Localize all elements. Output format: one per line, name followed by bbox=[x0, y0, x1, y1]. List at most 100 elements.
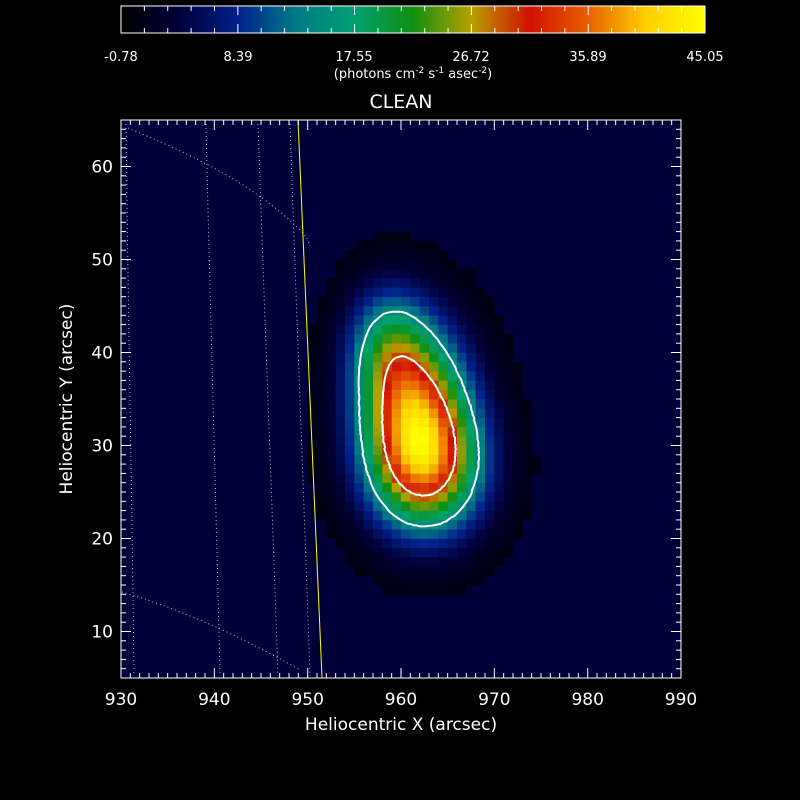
heatmap-pixel bbox=[382, 343, 392, 353]
heatmap-pixel bbox=[438, 399, 448, 409]
heatmap-pixel bbox=[345, 557, 355, 567]
heatmap-pixel bbox=[363, 454, 374, 465]
heatmap-pixel bbox=[457, 287, 467, 297]
heatmap-pixel bbox=[373, 296, 383, 307]
heatmap-pixel bbox=[335, 482, 346, 493]
heatmap-pixel bbox=[447, 361, 458, 372]
heatmap-pixel bbox=[494, 399, 504, 409]
heatmap-pixel bbox=[419, 557, 430, 567]
heatmap-pixel bbox=[326, 296, 336, 307]
heatmap-pixel bbox=[345, 473, 355, 483]
heatmap-pixel bbox=[457, 278, 467, 288]
heatmap-pixel bbox=[373, 278, 383, 288]
heatmap-pixel bbox=[382, 492, 392, 502]
heatmap-pixel bbox=[457, 399, 467, 409]
heatmap-pixel bbox=[419, 538, 430, 549]
heatmap-pixel bbox=[363, 510, 374, 521]
heatmap-pixel bbox=[401, 529, 411, 539]
heatmap-pixel bbox=[457, 585, 467, 595]
heatmap-pixel bbox=[382, 482, 392, 493]
y-tick-label: 60 bbox=[91, 158, 113, 178]
heatmap-pixel bbox=[373, 324, 383, 335]
heatmap-pixel bbox=[410, 306, 420, 316]
heatmap-pixel bbox=[485, 296, 495, 307]
heatmap-pixel bbox=[475, 464, 486, 474]
heatmap-pixel bbox=[438, 585, 448, 595]
heatmap-pixel bbox=[494, 501, 504, 511]
heatmap-pixel bbox=[363, 240, 374, 251]
heatmap-pixel bbox=[401, 585, 411, 595]
heatmap-pixel bbox=[410, 250, 420, 260]
heatmap-pixel bbox=[373, 501, 383, 511]
heatmap-pixel bbox=[410, 547, 420, 558]
heatmap-pixel bbox=[391, 361, 402, 372]
heatmap-pixel bbox=[429, 324, 439, 335]
colorbar-ticks bbox=[120, 6, 706, 33]
heatmap-pixel bbox=[401, 519, 411, 530]
heatmap-pixel bbox=[382, 380, 392, 390]
heatmap-pixel bbox=[522, 464, 532, 474]
heatmap-pixel bbox=[373, 371, 383, 381]
heatmap-pixel bbox=[401, 482, 411, 493]
heatmap-pixel bbox=[503, 389, 514, 400]
heatmap-pixel bbox=[391, 464, 402, 474]
heatmap-pixel bbox=[373, 333, 383, 344]
heatmap-pixel bbox=[419, 389, 430, 400]
heatmap-pixel bbox=[410, 371, 420, 381]
heatmap-pixel bbox=[438, 519, 448, 530]
heatmap-pixel bbox=[466, 352, 476, 363]
heatmap-pixel bbox=[410, 557, 420, 567]
heatmap-pixel bbox=[475, 557, 486, 567]
heatmap-pixel bbox=[354, 343, 364, 353]
heatmap-pixel bbox=[335, 324, 346, 335]
heatmap-pixel bbox=[410, 333, 420, 344]
heatmap-pixel bbox=[391, 250, 402, 260]
heatmap-pixel bbox=[447, 547, 458, 558]
heatmap-pixel bbox=[317, 482, 327, 493]
heatmap-pixel bbox=[373, 361, 383, 372]
heatmap-pixel bbox=[382, 296, 392, 307]
heatmap-pixel bbox=[382, 417, 392, 428]
heatmap-pixel bbox=[410, 259, 420, 270]
heatmap-pixel bbox=[457, 575, 467, 586]
heatmap-pixel bbox=[373, 538, 383, 549]
heatmap-pixel bbox=[438, 529, 448, 539]
heatmap-pixel bbox=[466, 399, 476, 409]
heatmap-pixel bbox=[466, 519, 476, 530]
heatmap-pixel bbox=[345, 547, 355, 558]
heatmap-pixel bbox=[391, 324, 402, 335]
heatmap-pixel bbox=[363, 408, 374, 418]
heatmap-pixel bbox=[335, 417, 346, 428]
heatmap-pixel bbox=[410, 296, 420, 307]
heatmap-pixel bbox=[503, 482, 514, 493]
heatmap-pixel bbox=[419, 278, 430, 288]
heatmap-pixel bbox=[335, 343, 346, 353]
heatmap-pixel bbox=[438, 287, 448, 297]
heatmap-pixel bbox=[373, 510, 383, 521]
heatmap-pixel bbox=[326, 389, 336, 400]
heatmap-pixel bbox=[485, 417, 495, 428]
heatmap-pixel bbox=[475, 389, 486, 400]
heatmap-pixel bbox=[457, 343, 467, 353]
heatmap-pixel bbox=[391, 231, 402, 242]
heatmap-pixel bbox=[317, 352, 327, 363]
heatmap-pixel bbox=[475, 399, 486, 409]
heatmap-pixel bbox=[382, 501, 392, 511]
heatmap-pixel bbox=[485, 324, 495, 335]
heatmap-pixel bbox=[531, 464, 542, 474]
heatmap-pixel bbox=[466, 445, 476, 456]
heatmap-pixel bbox=[354, 482, 364, 493]
heatmap-pixel bbox=[401, 240, 411, 251]
heatmap-pixel bbox=[317, 492, 327, 502]
heatmap-pixel bbox=[363, 426, 374, 437]
heatmap-pixel bbox=[447, 343, 458, 353]
heatmap-pixel bbox=[494, 333, 504, 344]
heatmap-pixel bbox=[307, 464, 318, 474]
heatmap-pixel bbox=[466, 343, 476, 353]
heatmap-pixel bbox=[401, 557, 411, 567]
heatmap-pixel bbox=[522, 473, 532, 483]
x-tick-label: 990 bbox=[665, 690, 697, 710]
heatmap-pixel bbox=[466, 408, 476, 418]
heatmap-pixel bbox=[326, 482, 336, 493]
heatmap-pixel bbox=[401, 436, 411, 446]
